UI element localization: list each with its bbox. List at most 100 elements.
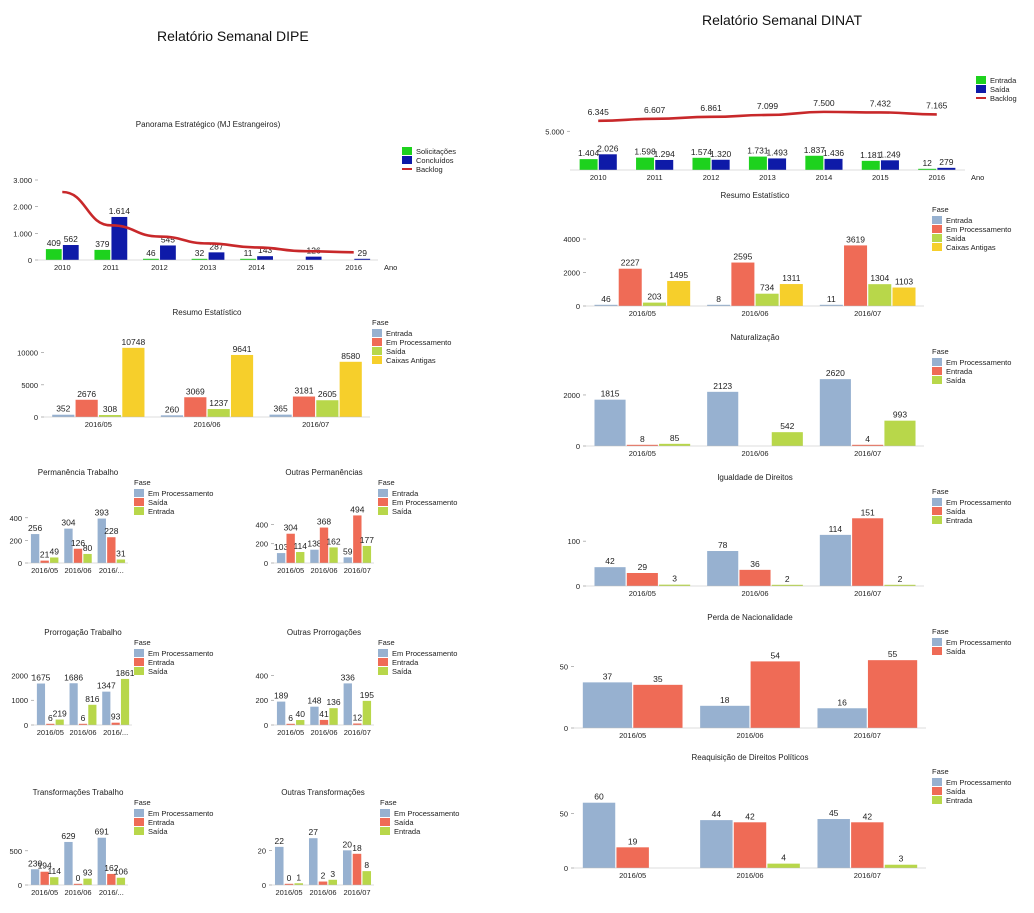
legend-swatch <box>932 796 942 804</box>
legend-swatch <box>372 347 382 355</box>
data-label: 219 <box>53 709 67 719</box>
bar-sa-da <box>733 822 767 868</box>
legend-title: Fase <box>932 767 949 776</box>
data-label: 19 <box>628 836 638 846</box>
y-tick-label: 500 <box>9 847 22 856</box>
data-label: 1.181 <box>860 150 882 160</box>
bar-entrada <box>884 584 916 586</box>
bar-entrada <box>83 553 92 563</box>
legend-swatch <box>932 376 942 384</box>
data-label: 2 <box>785 574 790 584</box>
legend-swatch <box>378 489 388 497</box>
bar-entrada <box>343 557 352 563</box>
bar-sa-da <box>55 719 64 725</box>
y-tick-label: 10000 <box>17 349 38 358</box>
bar-em-processamento <box>102 691 111 725</box>
y-tick-label: 1000 <box>11 696 28 705</box>
data-label: 2 <box>321 871 326 881</box>
bar-em-processamento <box>817 708 867 728</box>
chart-title: Outras Permanências <box>285 468 362 477</box>
data-label: 80 <box>83 543 93 553</box>
dipe-permanencia-chart: Permanência Trabalho 0 200 400 256 21 49 2016/0… <box>9 468 213 575</box>
bar-sa-da <box>284 883 294 885</box>
bar-sa-da <box>120 678 130 725</box>
y-tick-label: 0 <box>576 442 580 451</box>
backlog-label: 7.099 <box>757 101 779 111</box>
y-tick-label: 20 <box>258 846 266 855</box>
data-label: 993 <box>893 410 907 420</box>
x-tick-label: 2016/07 <box>854 449 881 458</box>
legend-title: Fase <box>932 627 949 636</box>
legend-label: Saída <box>148 498 168 507</box>
data-label: 4 <box>865 434 870 444</box>
data-label: 12 <box>922 158 932 168</box>
data-label: 1861 <box>116 668 135 678</box>
legend-title: Fase <box>380 798 397 807</box>
bar-entrada <box>918 168 937 170</box>
data-label: 32 <box>195 248 205 258</box>
data-label: 1686 <box>64 672 83 682</box>
data-label: 734 <box>760 283 774 293</box>
bar-entrada <box>579 159 598 170</box>
bar-sa-da <box>598 154 617 170</box>
legend-swatch <box>134 667 144 675</box>
data-label: 2595 <box>733 252 752 262</box>
bar-sa-da <box>880 160 899 170</box>
bar-sa-da <box>768 158 787 170</box>
data-label: 3069 <box>186 386 205 396</box>
data-label: 59 <box>343 546 353 556</box>
bar-em-processamento <box>594 399 626 446</box>
bar-sa-da <box>739 569 771 586</box>
data-label: 230 <box>28 858 42 868</box>
legend-title: Fase <box>932 347 949 356</box>
data-label: 195 <box>360 690 374 700</box>
bar-em-processamento <box>97 518 106 563</box>
data-label: 93 <box>83 868 93 878</box>
bar-sa-da <box>352 853 362 885</box>
chart-title: Resumo Estatístico <box>721 191 790 200</box>
dinat-panorama-chart: 5.0001.4042.02620101.5981.29420111.5741.… <box>545 76 1017 182</box>
chart-title: Reaquisição de Direitos Políticos <box>692 753 809 762</box>
data-label: 177 <box>360 535 374 545</box>
bar-sa-da <box>329 708 338 725</box>
data-label: 2620 <box>826 368 845 378</box>
x-tick-label: 2016/05 <box>629 309 656 318</box>
legend-label: Saída <box>148 827 168 836</box>
data-label: 9641 <box>233 344 252 354</box>
bar-em-processamento <box>343 683 352 725</box>
data-label: 2.026 <box>597 143 619 153</box>
bar-entrada <box>111 722 120 725</box>
data-label: 365 <box>274 404 288 414</box>
data-label: 3619 <box>846 234 865 244</box>
data-label: 368 <box>317 517 331 527</box>
x-tick-label: 2016/06 <box>741 589 768 598</box>
data-label: 45 <box>829 808 839 818</box>
data-label: 11 <box>244 248 253 258</box>
legend-swatch <box>372 356 382 364</box>
data-label: 44 <box>712 809 722 819</box>
x-tick-label: 2013 <box>200 263 217 272</box>
backlog-label: 6.607 <box>644 105 666 115</box>
y-tick-label: 3.000 <box>13 176 32 185</box>
legend-label: Solicitações <box>416 147 456 156</box>
data-label: 29 <box>357 248 367 258</box>
data-label: 60 <box>594 792 604 802</box>
bar-conclu-dos <box>208 252 225 260</box>
data-label: 8580 <box>341 351 360 361</box>
legend-label: Saída <box>946 376 966 385</box>
legend-title: Fase <box>134 638 151 647</box>
y-tick-label: 200 <box>255 696 268 705</box>
y-tick-label: 200 <box>255 540 268 549</box>
y-tick-label: 5000 <box>21 381 38 390</box>
bar-em-processamento <box>342 850 352 885</box>
legend-label: Entrada <box>394 827 421 836</box>
data-label: 136 <box>326 697 340 707</box>
bar-entrada <box>107 873 116 885</box>
data-label: 1.614 <box>109 206 131 216</box>
legend-label: Saída <box>392 507 412 516</box>
legend-label: Entrada <box>148 818 175 827</box>
legend-swatch <box>932 778 942 786</box>
data-label: 393 <box>95 508 109 518</box>
data-label: 20 <box>343 839 353 849</box>
